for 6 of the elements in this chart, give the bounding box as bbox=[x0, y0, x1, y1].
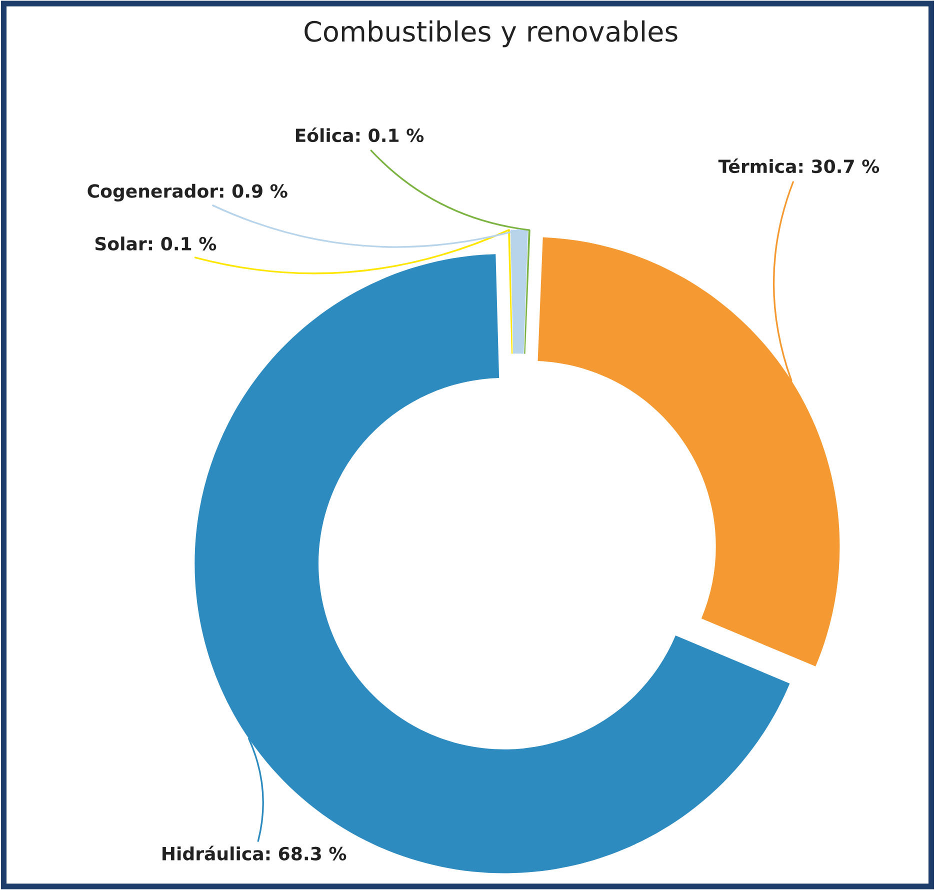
slice-label: Eólica: 0.1 % bbox=[296, 127, 424, 142]
slice-label: Hidráulica: 68.3 % bbox=[162, 846, 346, 860]
chart-title: Combustibles y renovables bbox=[304, 20, 678, 48]
slice-label: Térmica: 30.7 % bbox=[718, 158, 880, 174]
slice-label: Solar: 0.1 % bbox=[95, 236, 216, 251]
slice-label: Cogenerador: 0.9 % bbox=[88, 184, 288, 202]
